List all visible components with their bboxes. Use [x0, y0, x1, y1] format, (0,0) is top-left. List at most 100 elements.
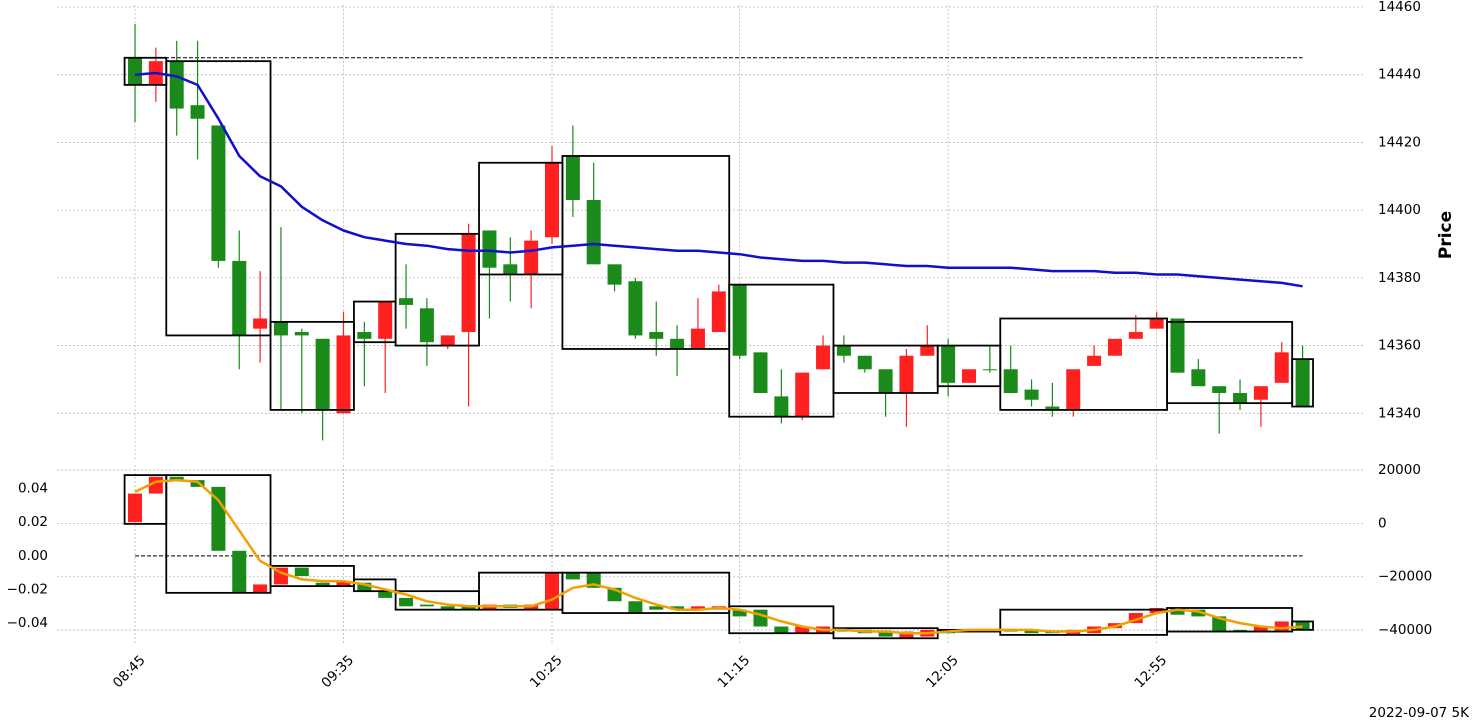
candle-body	[586, 199, 601, 265]
y-tick-label: 0.04	[18, 481, 48, 497]
range-box	[269, 565, 355, 588]
y2-tick-label: −20000	[1378, 569, 1432, 585]
candle-body	[1149, 318, 1164, 329]
candle-body	[565, 155, 580, 200]
candle-body	[899, 355, 914, 393]
candle-body	[941, 345, 956, 383]
y-tick-label: 14360	[1378, 338, 1421, 354]
x-tick-label: 08:45	[110, 652, 149, 691]
candle-body	[232, 550, 247, 593]
candle-body	[1107, 338, 1122, 356]
range-box	[394, 232, 480, 347]
candle-body	[732, 609, 747, 617]
candle-body	[649, 606, 664, 610]
candle-body	[357, 582, 372, 592]
candle-body	[690, 328, 705, 349]
candle-body	[1253, 386, 1268, 400]
y-tick-label: 14340	[1378, 405, 1421, 421]
y-tick-label: 14380	[1378, 270, 1421, 286]
candle-body	[1295, 359, 1310, 407]
candle-body	[670, 606, 685, 610]
candle-body	[545, 572, 559, 610]
x-tick-label: 09:35	[318, 652, 357, 691]
candle-body	[670, 338, 685, 349]
candle-body	[294, 567, 309, 577]
candle-body	[336, 335, 351, 414]
range-box	[353, 578, 397, 593]
y-tick-label: 14400	[1378, 202, 1421, 218]
y-tick-label: 14460	[1378, 0, 1421, 15]
x-axis-label: 2022-09-07 5K	[1369, 705, 1470, 721]
candle-body	[419, 604, 434, 607]
candle-body	[524, 240, 539, 275]
candle-body	[1128, 332, 1143, 339]
candle-body	[169, 61, 184, 109]
candle-body	[1253, 626, 1268, 632]
candle-body	[1024, 629, 1039, 634]
y2-tick-label: 20000	[1378, 462, 1421, 478]
y-tick-label: −0.02	[7, 581, 48, 597]
candle-body	[294, 332, 309, 336]
candle-body	[1045, 406, 1060, 410]
candle-body	[253, 318, 268, 329]
candle-body	[732, 284, 747, 356]
candle-body	[461, 233, 476, 333]
range-box	[1166, 320, 1294, 405]
y-tick-label: 0.00	[18, 548, 48, 564]
candle-body	[878, 631, 893, 637]
candle-body	[753, 609, 768, 627]
candle-body	[753, 352, 768, 393]
candle-body	[774, 396, 789, 417]
x-tick-label: 11:15	[714, 652, 753, 691]
candle-body	[899, 631, 914, 639]
candle-body	[357, 332, 372, 339]
candle-body	[1128, 613, 1143, 624]
y-tick-label: −0.04	[7, 615, 48, 631]
y-tick-label: 0.02	[18, 514, 48, 530]
candle-body	[315, 338, 330, 410]
candle-body	[190, 105, 205, 119]
candle-body	[211, 125, 226, 261]
range-box	[269, 320, 355, 411]
y2-tick-label: −40000	[1378, 622, 1432, 638]
candle-body	[982, 369, 997, 371]
x-tick-label: 12:05	[923, 652, 962, 691]
candle-body	[690, 606, 705, 610]
candle-body	[878, 369, 893, 393]
candle-body	[1066, 369, 1081, 410]
candle-body	[1233, 392, 1248, 404]
candle-body	[1191, 369, 1206, 387]
candle-body	[273, 321, 288, 336]
candle-body	[128, 57, 142, 85]
candle-body	[1087, 355, 1102, 366]
candle-body	[378, 591, 393, 598]
range-box	[1166, 607, 1294, 633]
candle-body	[1003, 369, 1018, 393]
candle-body	[1274, 621, 1289, 632]
candle-body	[482, 230, 497, 268]
candle-body	[169, 476, 184, 481]
y-tick-label: 14440	[1378, 67, 1421, 83]
candle-body	[628, 281, 643, 336]
candle-body	[857, 355, 872, 370]
candle-body	[211, 486, 226, 551]
candle-body	[378, 301, 393, 339]
candle-body	[419, 308, 434, 343]
candle-body	[190, 480, 205, 487]
candle-body	[711, 291, 726, 333]
candle-body	[1274, 352, 1289, 383]
x-tick-label: 10:25	[527, 652, 566, 691]
range-box	[165, 60, 272, 337]
candle-body	[399, 298, 414, 305]
candle-body	[440, 606, 455, 610]
candle-body	[128, 493, 142, 523]
candle-body	[253, 584, 268, 593]
candle-body	[816, 345, 831, 370]
candle-body	[1191, 609, 1206, 617]
y2-tick-label: 0	[1378, 515, 1387, 531]
candle-body	[336, 581, 351, 587]
candle-body	[545, 162, 559, 238]
candle-body	[1212, 386, 1227, 393]
candle-body	[315, 582, 330, 587]
candle-body	[1295, 621, 1310, 630]
